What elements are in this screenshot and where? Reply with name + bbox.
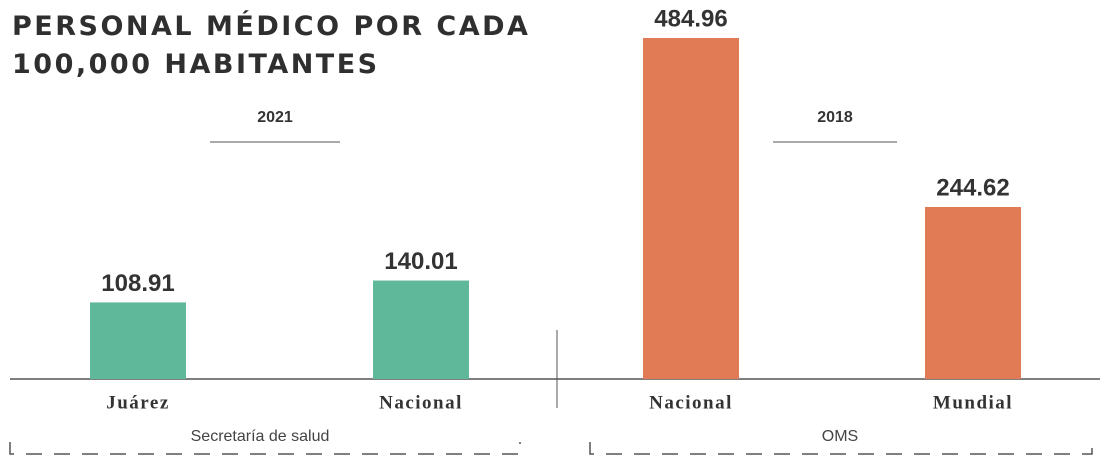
value-label: 484.96 bbox=[654, 5, 727, 32]
value-label: 108.91 bbox=[101, 270, 174, 297]
source-bracket bbox=[589, 442, 1093, 455]
group-year: 2021 bbox=[257, 109, 293, 126]
bar bbox=[643, 38, 739, 379]
bar bbox=[90, 302, 186, 379]
chart-title: PERSONAL MÉDICO POR CADA 100,000 HABITAN… bbox=[12, 11, 531, 80]
category-label: Nacional bbox=[649, 392, 733, 413]
source-bracket bbox=[9, 442, 521, 455]
bar bbox=[925, 206, 1021, 379]
category-label: Juárez bbox=[106, 392, 170, 413]
value-label: 140.01 bbox=[384, 248, 457, 275]
category-label: Nacional bbox=[379, 392, 463, 413]
value-label: 244.62 bbox=[936, 174, 1009, 201]
category-label: Mundial bbox=[933, 392, 1013, 413]
group-source: Secretaría de salud bbox=[191, 428, 330, 445]
group-source: OMS bbox=[822, 428, 858, 445]
group-year: 2018 bbox=[817, 109, 853, 126]
bar bbox=[373, 280, 469, 379]
